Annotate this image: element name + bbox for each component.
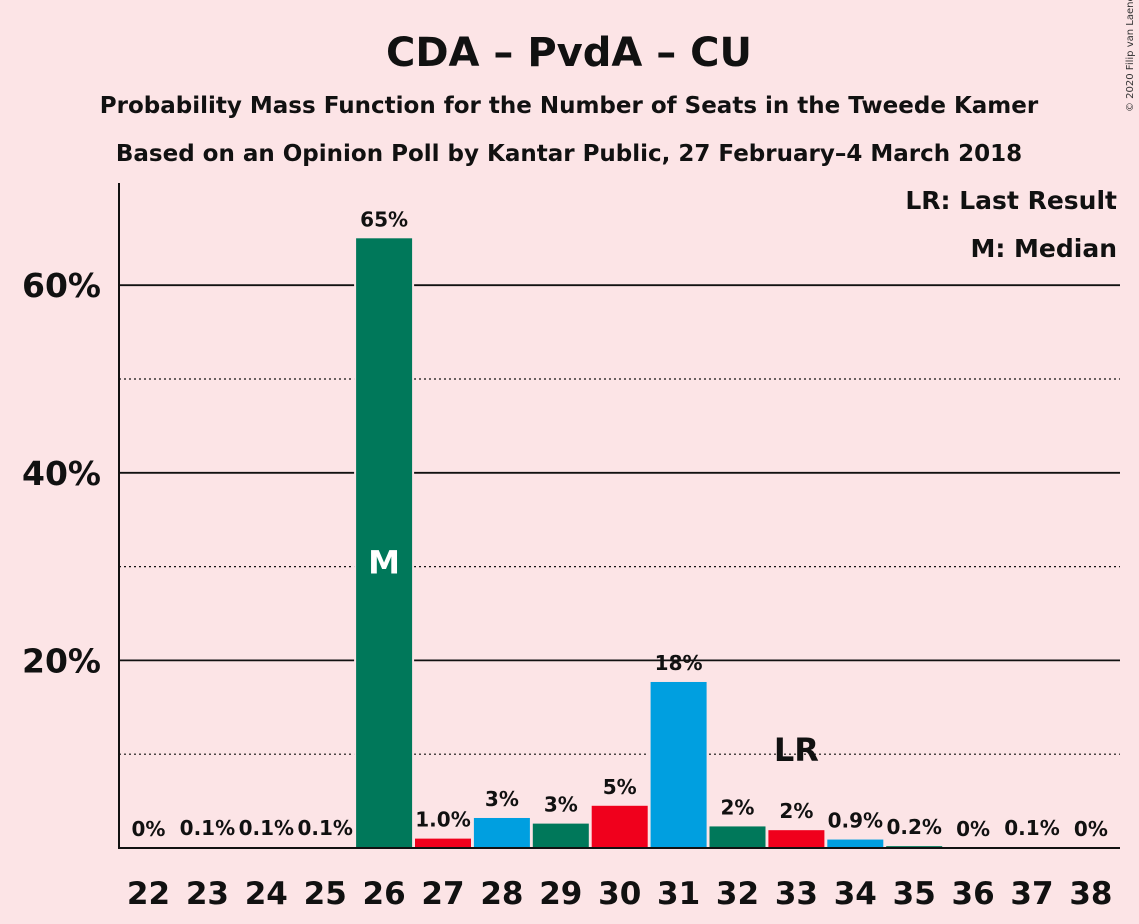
bars — [177, 236, 1062, 849]
data-label: 0.1% — [180, 816, 235, 840]
data-label: 2% — [779, 799, 813, 823]
data-label: 2% — [721, 795, 755, 819]
data-label: 0.1% — [239, 816, 294, 840]
data-label: 0% — [956, 817, 990, 841]
x-axis-labels: 22 23 24 25 26 27 28 29 30 31 32 33 34 35 36 37 38 — [127, 876, 1113, 912]
data-label: 0.9% — [828, 809, 883, 833]
data-label: 0% — [132, 817, 166, 841]
data-label: 3% — [544, 793, 578, 817]
data-label: 0.1% — [297, 816, 352, 840]
x-tick-label: 27 — [421, 876, 464, 912]
bar-gap — [236, 845, 297, 848]
x-tick-label: 35 — [893, 876, 936, 912]
data-label: 3% — [485, 787, 519, 811]
bar-seat-34 — [827, 839, 884, 848]
bar-seat-30 — [591, 805, 648, 848]
x-tick-label: 31 — [657, 876, 700, 912]
chart-title: CDA – PvdA – CU — [386, 30, 752, 76]
x-tick-label: 24 — [245, 876, 288, 912]
chart-subtitle-1: Probability Mass Function for the Number… — [100, 93, 1039, 119]
x-tick-label: 36 — [952, 876, 995, 912]
x-tick-label: 25 — [304, 876, 347, 912]
x-tick-label: 37 — [1010, 876, 1053, 912]
x-tick-label: 38 — [1069, 876, 1112, 912]
legend-median: M: Median — [970, 234, 1117, 263]
x-tick-label: 28 — [480, 876, 523, 912]
bar-gap — [1002, 845, 1062, 848]
bar-gap — [884, 844, 945, 848]
data-label: 1.0% — [415, 808, 470, 832]
chart-subtitle-2: Based on an Opinion Poll by Kantar Publi… — [116, 141, 1022, 167]
bar-seat-27 — [415, 838, 471, 848]
bar-seat-26 — [356, 238, 413, 849]
copyright-notice: © 2020 Filip van Laenen — [1125, 0, 1136, 112]
x-tick-label: 32 — [716, 876, 759, 912]
markers: M LR — [368, 544, 819, 770]
data-label: 5% — [603, 775, 637, 799]
bar-seat-29 — [532, 823, 589, 848]
y-axis-labels: 20% 40% 60% — [22, 266, 101, 680]
y-tick-label: 60% — [22, 266, 101, 305]
x-tick-label: 23 — [186, 876, 229, 912]
median-marker: M — [368, 544, 400, 582]
bar-seat-32 — [709, 826, 766, 848]
x-tick-label: 29 — [539, 876, 582, 912]
legend-last-result: LR: Last Result — [905, 186, 1117, 215]
x-tick-label: 26 — [363, 876, 406, 912]
gridlines — [119, 284, 1120, 755]
bar-seat-31 — [650, 681, 707, 848]
data-label: 0.1% — [1004, 816, 1059, 840]
bar-seat-28 — [473, 817, 530, 848]
data-label: 18% — [655, 651, 703, 675]
x-tick-label: 33 — [775, 876, 818, 912]
x-tick-label: 34 — [834, 876, 877, 912]
data-label: 65% — [360, 207, 408, 231]
data-label: 0.2% — [886, 815, 941, 839]
bar-gap — [295, 845, 356, 848]
y-tick-label: 40% — [22, 454, 101, 493]
data-label: 0% — [1074, 817, 1108, 841]
last-result-marker: LR — [774, 731, 819, 769]
bar-gap — [177, 845, 238, 848]
x-tick-label: 30 — [598, 876, 641, 912]
data-labels: 0% 0.1% 0.1% 0.1%65%1.0%3% 3%5%18%2% 2% 0.9% 0.… — [132, 207, 1108, 841]
y-tick-label: 20% — [22, 641, 101, 680]
bar-seat-33 — [768, 830, 825, 848]
x-tick-label: 22 — [127, 876, 170, 912]
